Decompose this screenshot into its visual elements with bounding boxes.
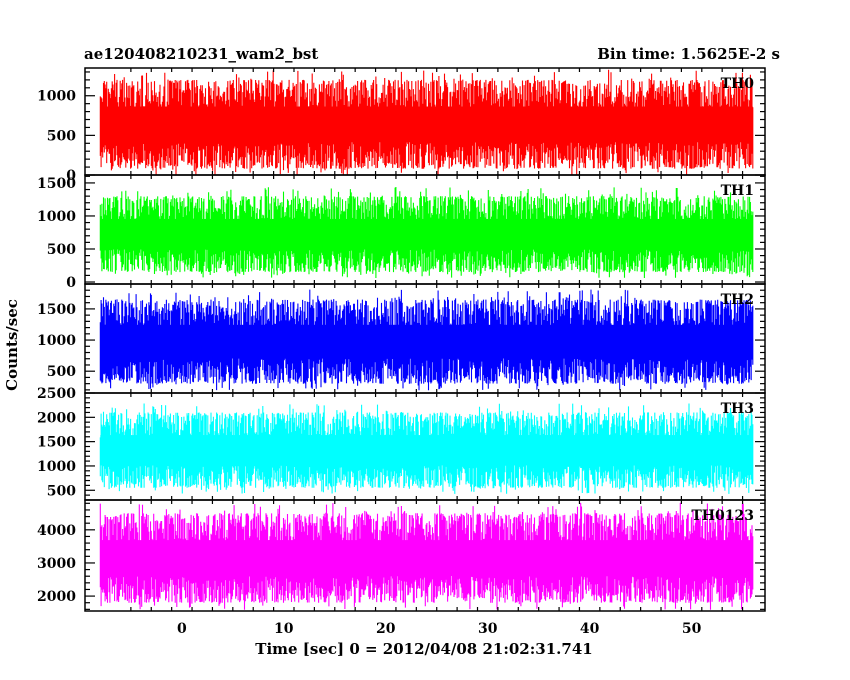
y-tick-label: 1000	[37, 209, 76, 225]
y-tick-label: 2000	[37, 589, 76, 605]
x-tick-label: 20	[376, 621, 396, 637]
series-band-th1	[100, 218, 753, 250]
y-tick-label: 500	[47, 364, 76, 380]
y-tick-label: 1000	[37, 333, 76, 349]
y-tick-label: 0	[66, 275, 76, 291]
panel-th0: 0 500 1000 TH0	[37, 67, 766, 184]
y-tick-label: 1000	[37, 89, 76, 105]
y-tick-label: 0	[66, 168, 76, 184]
series-band-th0	[100, 106, 753, 143]
panel-th2: 500 1000 1500 TH2	[37, 283, 766, 394]
panel-th1: 0 500 1000 1500 TH1	[37, 174, 766, 291]
x-tick-label: 30	[478, 621, 498, 637]
y-tick-label: 500	[47, 483, 76, 499]
panel-label-th0123: TH0123	[691, 508, 754, 524]
y-tick-label: 1500	[37, 302, 76, 318]
panel-label-th0: TH0	[721, 76, 755, 92]
panel-label-th2: TH2	[721, 292, 754, 308]
y-axis-label: Counts/sec	[3, 299, 21, 391]
panel-label-th1: TH1	[721, 183, 754, 199]
x-tick-label: 10	[274, 621, 294, 637]
x-tick-label: 50	[682, 621, 702, 637]
y-tick-label: 500	[47, 128, 76, 144]
panel-th0123: 2000 3000 4000 TH0123	[37, 499, 766, 612]
x-axis-label: Time [sec] 0 = 2012/04/08 21:02:31.741	[255, 640, 592, 658]
y-tick-label: 1500	[37, 435, 76, 451]
y-tick-label: 4000	[37, 523, 76, 539]
panel-frame	[84, 499, 766, 612]
chart-title-right: Bin time: 1.5625E-2 s	[597, 45, 780, 63]
series-band-th2	[100, 324, 753, 359]
y-tick-label: 1500	[37, 176, 76, 192]
y-tick-label: 2000	[37, 410, 76, 426]
series-band-th0123	[100, 540, 753, 576]
y-tick-label: 2500	[37, 386, 76, 402]
chart-title-left: ae120408210231_wam2_bst	[84, 45, 318, 63]
y-tick-label: 3000	[37, 556, 76, 572]
y-tick-label: 1000	[37, 459, 76, 475]
x-axis: 0 10 20 30 40 50	[177, 621, 702, 637]
series-band-th3	[100, 435, 753, 466]
panel-th3: 500 1000 1500 2000 2500 TH3	[37, 386, 766, 501]
x-tick-label: 40	[580, 621, 600, 637]
panels-group: 0 500 1000 TH0 0 500 1000 1500 TH1 500 1000 1500 TH2…	[37, 67, 766, 612]
panel-label-th3: TH3	[721, 401, 754, 417]
x-tick-label: 0	[177, 621, 187, 637]
y-tick-label: 500	[47, 242, 76, 258]
